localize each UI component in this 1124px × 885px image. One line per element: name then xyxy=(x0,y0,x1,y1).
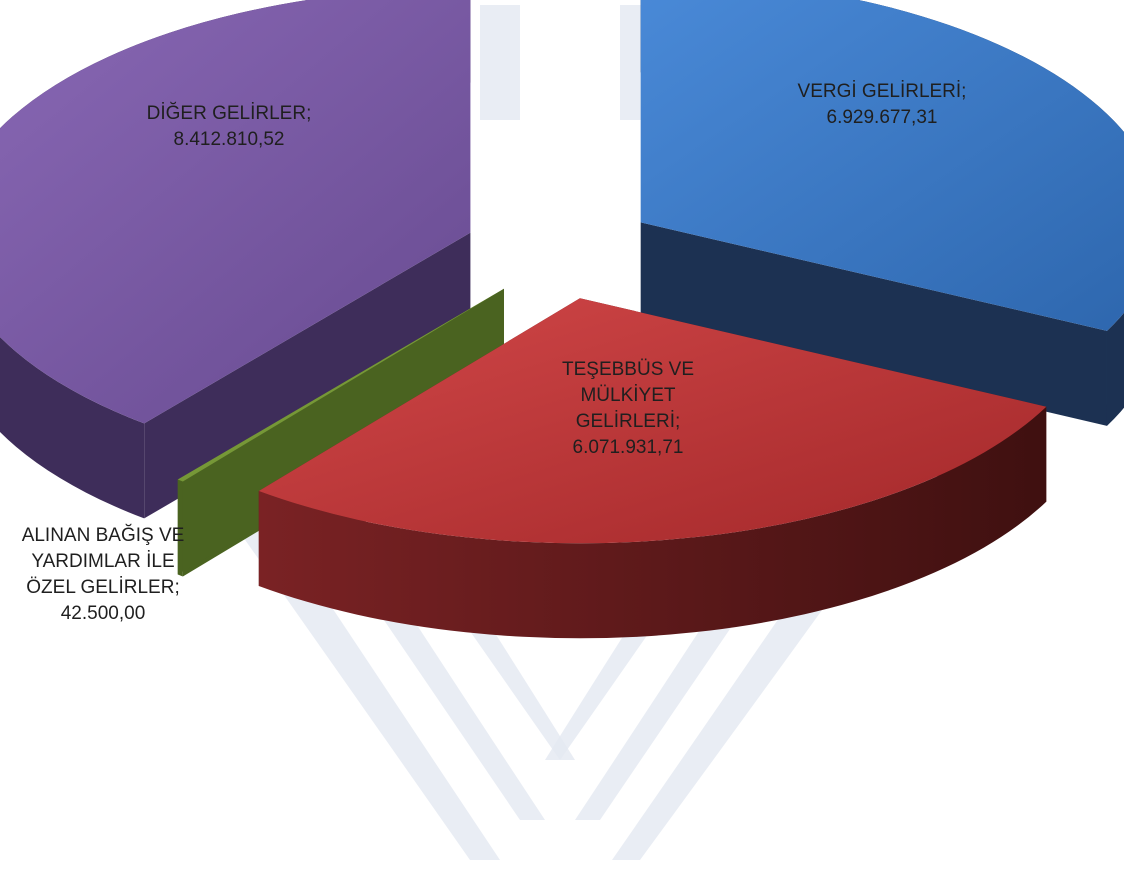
pie-slice-3 xyxy=(0,0,471,519)
slice-label-3-line-1: 8.412.810,52 xyxy=(174,129,285,150)
slice-label-1-line-2: GELİRLERİ; xyxy=(576,411,681,432)
slice-label-2-line-0: ALINAN BAĞIŞ VE xyxy=(22,524,185,546)
pie-slice-3-top xyxy=(0,0,471,424)
pie-slice-2-side xyxy=(177,479,183,577)
slice-label-2-line-3: 42.500,00 xyxy=(61,603,146,624)
slice-label-1-line-3: 6.071.931,71 xyxy=(573,437,684,458)
slice-label-2-line-2: ÖZEL GELİRLER; xyxy=(26,577,179,598)
slice-label-2-line-1: YARDIMLAR İLE xyxy=(31,551,174,572)
pie-slice-1-side xyxy=(258,406,1047,639)
pie-slice-0 xyxy=(640,0,1124,426)
slice-label-1: TEŞEBBÜS VE MÜLKİYET GELİRLERİ; 6.071.931,7… xyxy=(562,359,694,458)
slice-label-0-line-0: VERGİ GELİRLERİ; xyxy=(798,81,967,102)
watermark-stroke-6 xyxy=(480,5,520,120)
slice-label-2: ALINAN BAĞIŞ VE YARDIMLAR İLE ÖZEL GELİRLE… xyxy=(22,524,185,624)
slice-label-3: DİĞER GELİRLER; 8.412.810,52 xyxy=(147,102,312,150)
pie-slices xyxy=(0,0,1124,639)
slice-label-0: VERGİ GELİRLERİ; 6.929.677,31 xyxy=(798,81,967,128)
slice-label-1-line-1: MÜLKİYET xyxy=(580,385,675,406)
slice-label-3-line-0: DİĞER GELİRLER; xyxy=(147,102,312,124)
pie-slice-1 xyxy=(258,298,1047,639)
pie-slice-1-top xyxy=(258,298,1047,544)
pie-labels: VERGİ GELİRLERİ; 6.929.677,31 TEŞEBBÜS VE M… xyxy=(22,81,967,624)
slice-label-1-line-0: TEŞEBBÜS VE xyxy=(562,359,694,380)
slice-label-0-line-1: 6.929.677,31 xyxy=(827,107,938,128)
pie-slice-0-wall-1 xyxy=(640,222,1107,426)
pie-slice-0-top xyxy=(640,0,1124,331)
pie-slice-2-top xyxy=(177,288,504,482)
pie-slice-3-wall-0 xyxy=(144,232,471,519)
